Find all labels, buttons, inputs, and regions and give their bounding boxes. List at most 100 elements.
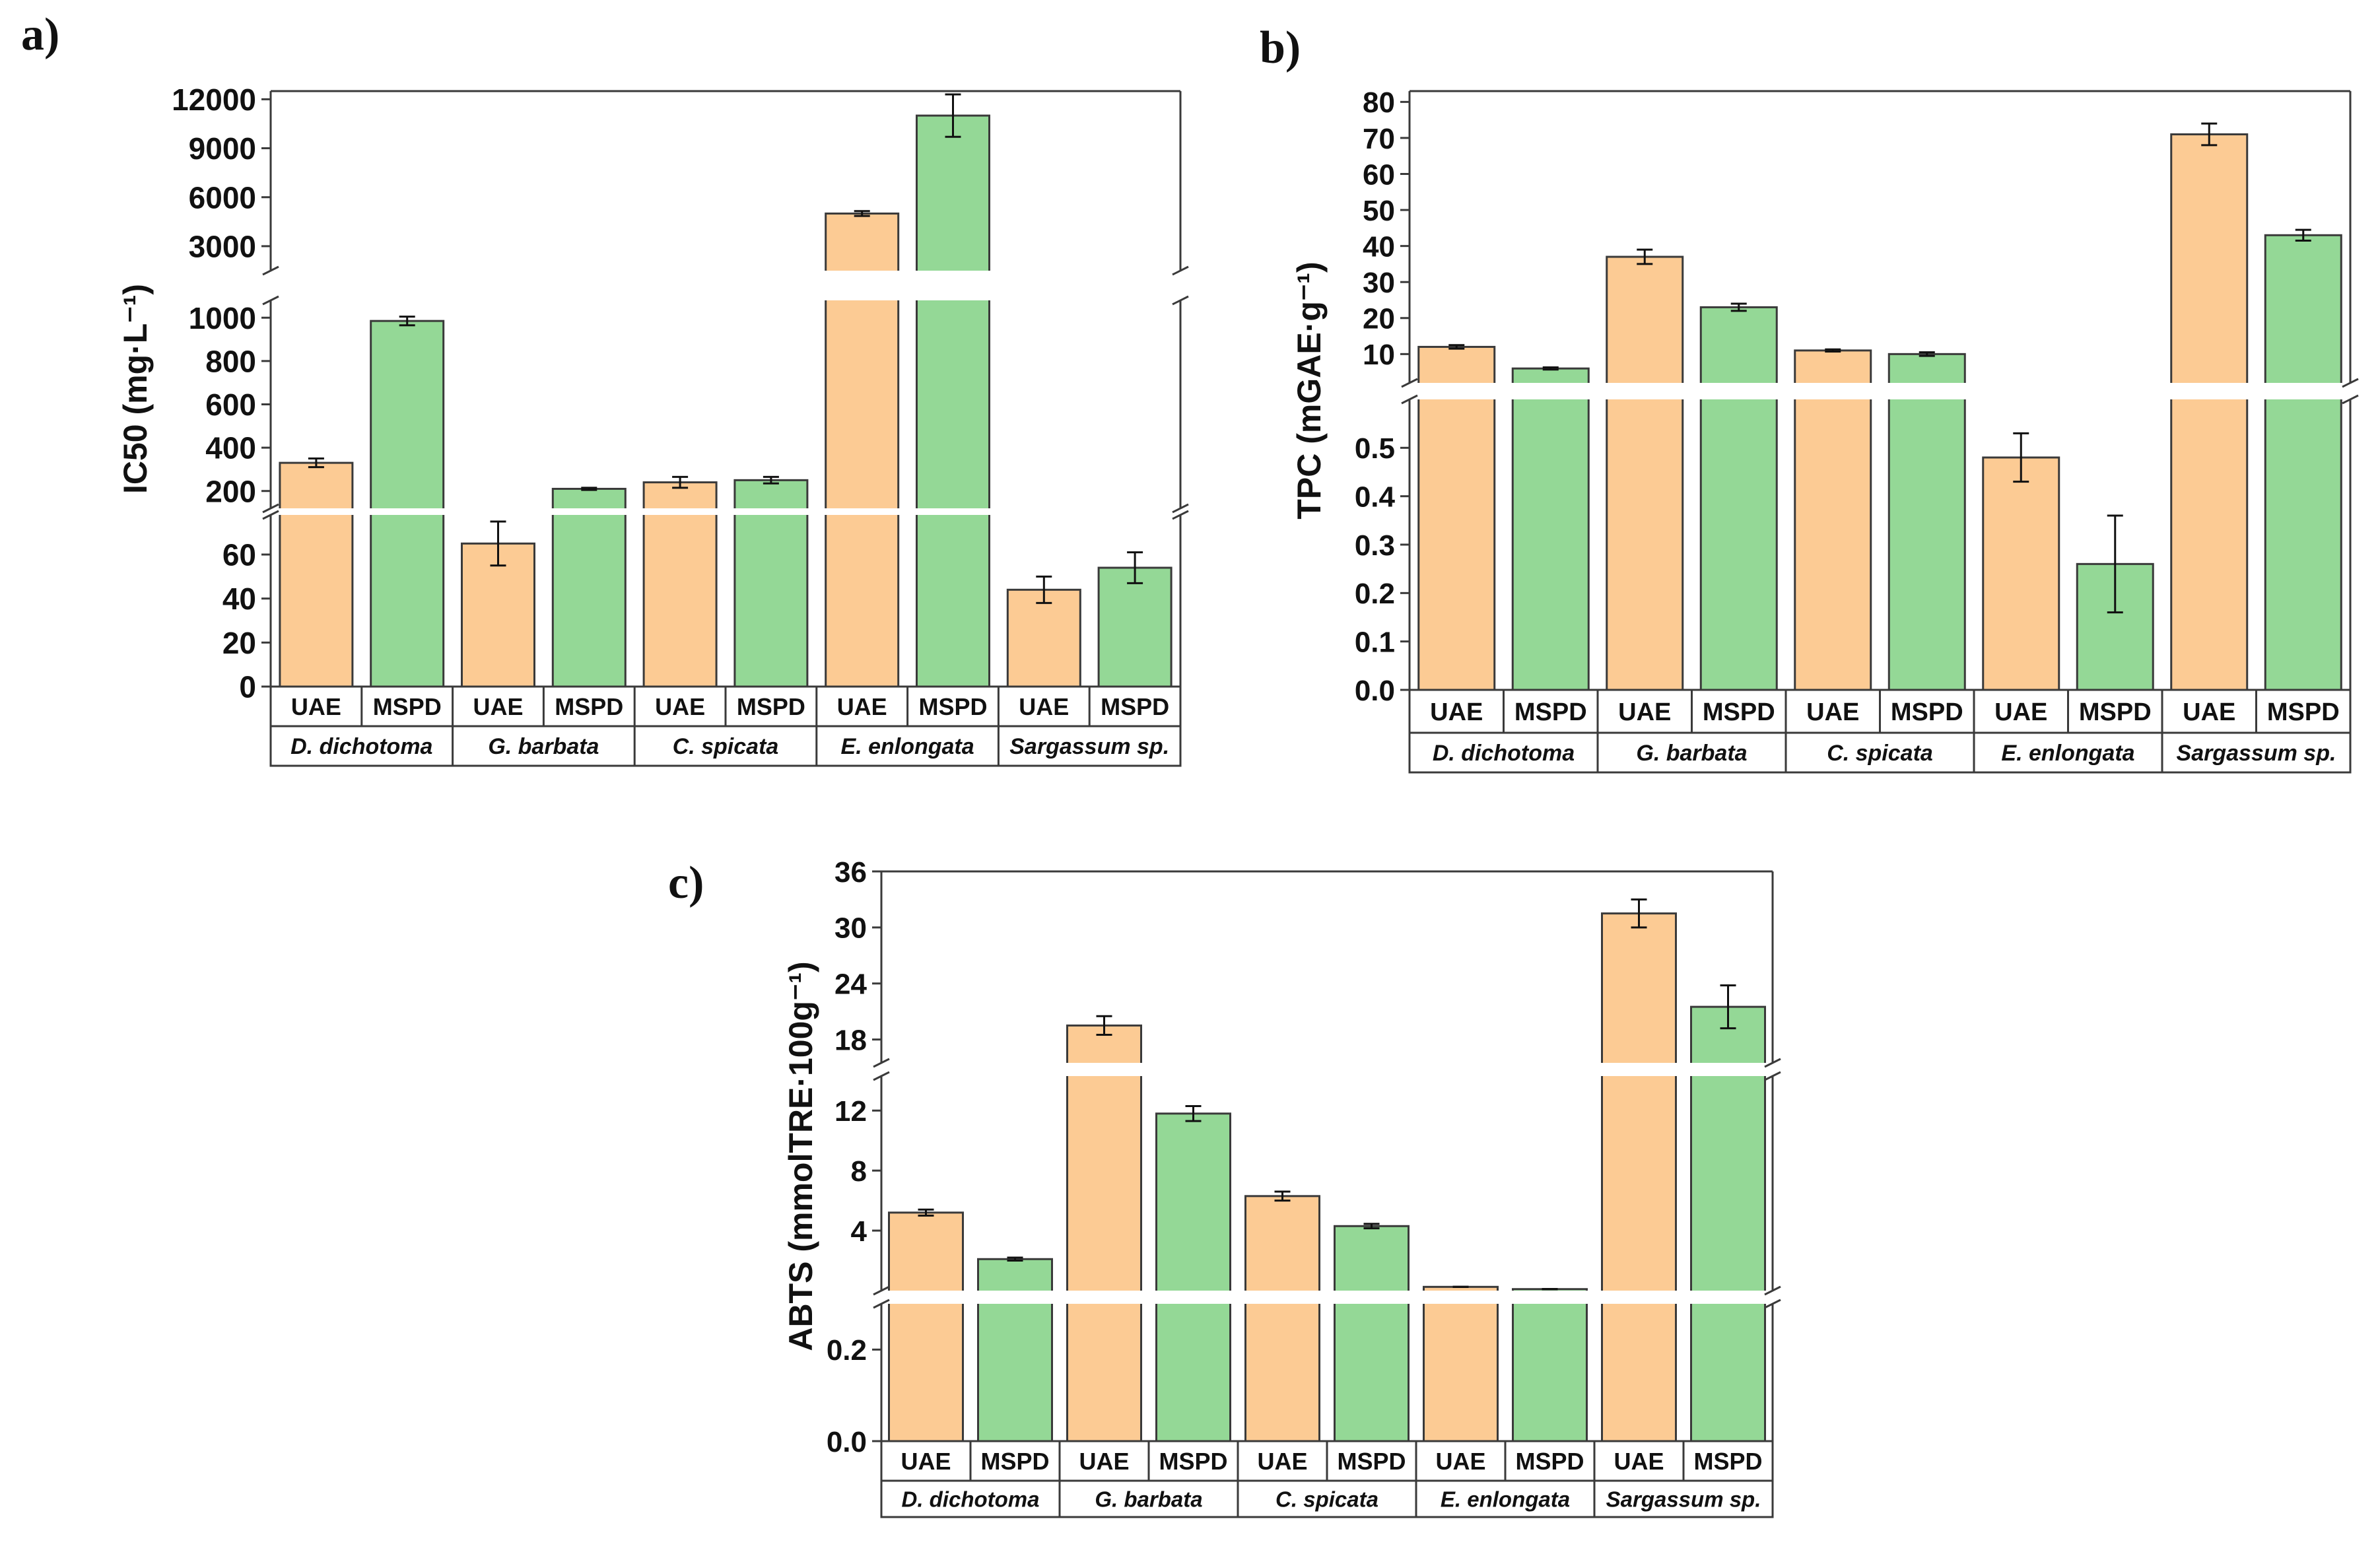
species-label: E. enlongata [1441, 1487, 1570, 1511]
method-label: UAE [1079, 1448, 1129, 1475]
y-axis-label: ABTS (mmolTRE·100g⁻¹) [782, 961, 819, 1351]
species-label: D. dichotoma [1433, 741, 1575, 766]
error-bar-uae-1 [490, 520, 506, 567]
error-bar-mspd-2 [1363, 1223, 1380, 1230]
error-bar-uae-2 [672, 475, 689, 489]
y-tick-label: 0.0 [1355, 675, 1395, 707]
species-label: C. spicata [1827, 741, 1933, 766]
y-tick-label: 0.0 [827, 1426, 867, 1458]
method-label: MSPD [1337, 1448, 1406, 1475]
y-tick-label: 50 [1363, 195, 1395, 227]
error-bar-mspd-4 [1720, 984, 1736, 1030]
species-label: E. enlongata [841, 734, 974, 759]
bar-mspd-1 [551, 487, 627, 688]
species-label: G. barbata [1095, 1487, 1202, 1511]
error-bar-mspd-3 [2107, 514, 2123, 614]
method-label: MSPD [737, 693, 805, 720]
error-bar-uae-2 [1274, 1190, 1291, 1202]
bar-mspd-3 [916, 114, 990, 688]
method-label: UAE [291, 693, 341, 720]
method-label: MSPD [1514, 698, 1587, 726]
bar-uae-4 [2170, 133, 2249, 691]
error-bar-uae-0 [1448, 344, 1465, 350]
species-label: G. barbata [488, 734, 599, 759]
panel-a-ic50-chart: a) IC50 (mg·L⁻¹) 0 20 40 60 200 400 600 800 1000 30… [21, 9, 1189, 767]
axis-break-band [875, 1291, 1779, 1304]
species-label: D. dichotoma [290, 734, 432, 759]
error-bar-uae-4 [2201, 122, 2218, 147]
error-bar-uae-2 [1825, 348, 1841, 353]
y-axis-label: TPC (mGAE·g⁻¹) [1291, 261, 1328, 519]
axis-break-band [264, 271, 1187, 300]
error-bar-mspd-1 [581, 487, 597, 491]
error-bar-uae-4 [1631, 898, 1647, 929]
error-bar-uae-0 [918, 1208, 934, 1217]
method-label: UAE [901, 1448, 951, 1475]
y-tick-label: 0.4 [1355, 481, 1396, 514]
bar-uae-2 [1244, 1195, 1320, 1442]
bar-mspd-1 [1699, 306, 1778, 691]
bar-uae-3 [1423, 1285, 1499, 1442]
error-bar-mspd-3 [945, 93, 961, 138]
bar-mspd-0 [1511, 367, 1590, 691]
bar-uae-4 [1006, 588, 1081, 688]
error-bar-uae-3 [854, 210, 870, 217]
panel-b-tpc-chart: b) TPC (mGAE·g⁻¹) 0.0 0.1 0.2 0.3 0.4 0.5 10 20 30… [1260, 22, 2359, 774]
method-label: UAE [1618, 698, 1671, 726]
error-bar-mspd-1 [1730, 302, 1747, 312]
y-tick-label: 80 [1363, 86, 1395, 119]
y-axis-label: IC50 (mg·L⁻¹) [117, 284, 154, 494]
method-label: UAE [1257, 1448, 1307, 1475]
y-tick-label: 200 [205, 474, 256, 508]
method-label: MSPD [2267, 698, 2340, 726]
y-tick-label: 6000 [189, 180, 256, 215]
panel-label: b) [1260, 22, 1301, 73]
y-tick-label: 40 [1363, 230, 1395, 263]
y-tick-label: 60 [222, 538, 256, 572]
method-label: UAE [1994, 698, 2047, 726]
bar-mspd-4 [1097, 566, 1173, 688]
y-tick-label: 0.2 [827, 1334, 867, 1367]
method-label: MSPD [1891, 698, 1963, 726]
bar-mspd-1 [1155, 1112, 1231, 1442]
y-tick-label: 12 [834, 1095, 867, 1128]
method-label: UAE [1019, 693, 1069, 720]
panel-c-abts-chart: c) ABTS (mmolTRE·100g⁻¹) 0.0 0.2 4 8 12 18 24 30 3… [668, 856, 1781, 1518]
y-tick-label: 36 [834, 856, 867, 889]
y-tick-label: 0 [239, 670, 256, 704]
method-label: UAE [1806, 698, 1859, 726]
axis-break-band [264, 508, 1187, 515]
bar-uae-1 [461, 542, 535, 688]
error-bar-mspd-2 [763, 475, 779, 485]
y-tick-label: 24 [834, 968, 867, 1001]
species-label: G. barbata [1636, 741, 1747, 766]
method-label: UAE [1435, 1448, 1485, 1475]
error-bar-uae-0 [308, 457, 324, 469]
error-bar-uae-1 [1096, 1015, 1112, 1036]
bar-mspd-0 [977, 1258, 1053, 1442]
method-label: MSPD [1159, 1448, 1227, 1475]
y-tick-label: 0.2 [1355, 578, 1395, 610]
y-tick-label: 9000 [189, 131, 256, 166]
method-label: MSPD [555, 693, 623, 720]
bar-mspd-2 [1887, 353, 1966, 691]
species-label: E. enlongata [2001, 741, 2134, 766]
species-label: Sargassum sp. [1606, 1487, 1761, 1511]
axis-break-band [875, 1063, 1779, 1076]
bar-uae-3 [1982, 456, 2060, 691]
y-tick-label: 60 [1363, 158, 1395, 191]
method-label: MSPD [1515, 1448, 1584, 1475]
method-label: MSPD [1693, 1448, 1762, 1475]
bar-uae-4 [1601, 912, 1677, 1442]
y-tick-label: 40 [222, 582, 256, 616]
bar-uae-2 [642, 481, 718, 688]
y-tick-label: 0.1 [1355, 626, 1395, 659]
bar-mspd-3 [1512, 1288, 1588, 1442]
method-label: UAE [2183, 698, 2235, 726]
method-label: UAE [1430, 698, 1483, 726]
error-bar-uae-4 [1036, 575, 1052, 604]
error-bar-mspd-4 [1127, 551, 1143, 584]
error-bar-uae-1 [1637, 248, 1653, 265]
y-tick-label: 600 [205, 388, 256, 422]
